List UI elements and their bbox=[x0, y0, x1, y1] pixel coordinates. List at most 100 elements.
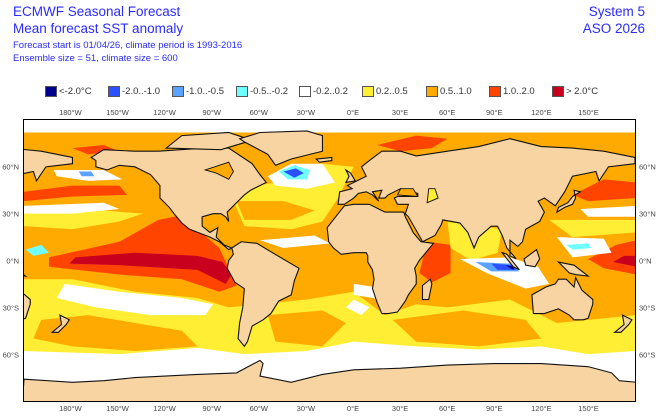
lon-tick-label: 90°E bbox=[486, 108, 503, 117]
legend-label: 0.2..0.5 bbox=[376, 86, 408, 97]
legend-item: -0.2..0.2 bbox=[299, 86, 348, 97]
anomaly-cyan bbox=[78, 171, 95, 177]
madagascar bbox=[421, 278, 433, 301]
anomaly-cyan bbox=[25, 244, 50, 256]
legend-item: <-2.0°C bbox=[45, 86, 92, 97]
legend-label: 1.0..2.0 bbox=[503, 86, 535, 97]
lat-tick-label: 60°N bbox=[639, 162, 656, 172]
anomaly-blue bbox=[491, 263, 517, 270]
lon-tick-label: 150°E bbox=[578, 404, 599, 413]
legend-swatch bbox=[426, 86, 438, 97]
legend-item: > 2.0°C bbox=[552, 86, 598, 97]
period-label: ASO 2026 bbox=[582, 21, 645, 36]
anomaly-darkred bbox=[613, 255, 635, 267]
legend-item: 0.2..0.5 bbox=[362, 86, 408, 97]
anomaly-orange bbox=[33, 315, 198, 352]
legend-swatch bbox=[299, 86, 311, 97]
legend-label: 0.5..1.0 bbox=[440, 86, 472, 97]
legend-swatch bbox=[362, 86, 374, 97]
lon-tick-label: 120°W bbox=[153, 404, 176, 413]
anomaly-white bbox=[24, 202, 120, 214]
anomaly-red bbox=[377, 135, 448, 152]
system-label: System 5 bbox=[588, 4, 645, 19]
lat-tick-label: 30°N bbox=[639, 209, 656, 219]
legend-label: <-2.0°C bbox=[59, 86, 92, 97]
iceland bbox=[315, 156, 333, 163]
anomaly-white bbox=[580, 205, 635, 217]
lat-tick-label: 30°S bbox=[2, 303, 19, 313]
africa bbox=[326, 203, 435, 315]
lon-tick-label: 60°W bbox=[249, 404, 269, 413]
legend-swatch bbox=[172, 86, 184, 97]
lon-tick-label: 30°W bbox=[296, 108, 316, 117]
ensemble-info: Ensemble size = 51, climate size = 600 bbox=[13, 53, 178, 64]
anomaly-white bbox=[259, 235, 331, 249]
legend-item: 0.5..1.0 bbox=[426, 86, 472, 97]
lon-tick-label: 30°E bbox=[391, 108, 409, 117]
lon-tick-label: 0°E bbox=[346, 108, 360, 117]
legend-label: > 2.0°C bbox=[566, 86, 599, 97]
chart-title: ECMWF Seasonal Forecast bbox=[13, 4, 181, 19]
lon-tick-label: 120°W bbox=[153, 108, 176, 117]
australia bbox=[531, 275, 594, 321]
borneo bbox=[523, 248, 541, 268]
legend-item: -2.0..-1.0 bbox=[108, 86, 160, 97]
anomaly-darkred bbox=[69, 252, 232, 284]
lon-tick-label: 150°E bbox=[578, 108, 599, 117]
anomaly-red bbox=[419, 241, 451, 283]
anomaly-orange bbox=[236, 201, 315, 220]
caspian-sea bbox=[426, 188, 439, 204]
lat-tick-label: 60°N bbox=[2, 162, 19, 172]
lon-tick-label: 180°W bbox=[59, 404, 82, 413]
sst-anomaly-map bbox=[23, 119, 636, 402]
legend-swatch bbox=[108, 86, 120, 97]
south-america bbox=[226, 241, 300, 348]
lat-tick-label: 30°S bbox=[639, 303, 656, 313]
antarctica bbox=[24, 359, 635, 401]
arctic-archipelago bbox=[164, 131, 254, 151]
legend-label: -0.5..-0.2 bbox=[250, 86, 289, 97]
lon-tick-label: 150°W bbox=[106, 108, 129, 117]
legend-label: -0.2..0.2 bbox=[313, 86, 348, 97]
lat-tick-label: 0°N bbox=[639, 256, 652, 266]
lon-tick-label: 90°W bbox=[202, 404, 221, 413]
new-zealand bbox=[613, 314, 633, 333]
legend-swatch bbox=[489, 86, 501, 97]
lon-tick-label: 60°E bbox=[439, 404, 456, 413]
anomaly-red bbox=[572, 179, 635, 202]
anomaly-red bbox=[588, 240, 635, 275]
legend-swatch bbox=[236, 86, 248, 97]
lon-tick-label: 120°E bbox=[531, 404, 552, 413]
lon-tick-label: 30°E bbox=[391, 404, 409, 413]
lon-tick-label: 60°E bbox=[439, 108, 456, 117]
anomaly-orange bbox=[392, 310, 542, 347]
chart-subtitle: Mean forecast SST anomaly bbox=[13, 21, 184, 36]
lon-tick-label: 120°E bbox=[531, 108, 552, 117]
great-britain bbox=[344, 168, 357, 184]
legend-swatch bbox=[45, 86, 57, 97]
anomaly-white bbox=[24, 120, 635, 133]
lat-tick-label: 0°N bbox=[6, 256, 19, 266]
lon-tick-label: 90°E bbox=[486, 404, 503, 413]
anomaly-red bbox=[24, 185, 128, 202]
legend-label: -1.0..-0.5 bbox=[186, 86, 225, 97]
anomaly-orange bbox=[267, 310, 346, 347]
legend-item: -0.5..-0.2 bbox=[236, 86, 288, 97]
anomaly-white bbox=[56, 283, 214, 316]
japan bbox=[555, 189, 582, 214]
lon-tick-label: 150°W bbox=[106, 404, 129, 413]
legend-item: -1.0..-0.5 bbox=[172, 86, 224, 97]
black-sea bbox=[396, 188, 419, 198]
anomaly-blue bbox=[283, 168, 304, 178]
new-guinea bbox=[556, 261, 591, 277]
hudson-bay bbox=[203, 161, 234, 180]
lon-tick-label: 30°W bbox=[296, 404, 316, 413]
anomaly-yellow bbox=[24, 210, 143, 230]
land-masses bbox=[24, 130, 635, 401]
lat-tick-label: 60°S bbox=[639, 350, 656, 360]
legend-swatch bbox=[552, 86, 564, 97]
lon-tick-label: 180°W bbox=[59, 108, 82, 117]
anomaly-yellow bbox=[549, 219, 635, 238]
lat-tick-label: 30°N bbox=[2, 209, 19, 219]
anomaly-white bbox=[345, 299, 370, 316]
